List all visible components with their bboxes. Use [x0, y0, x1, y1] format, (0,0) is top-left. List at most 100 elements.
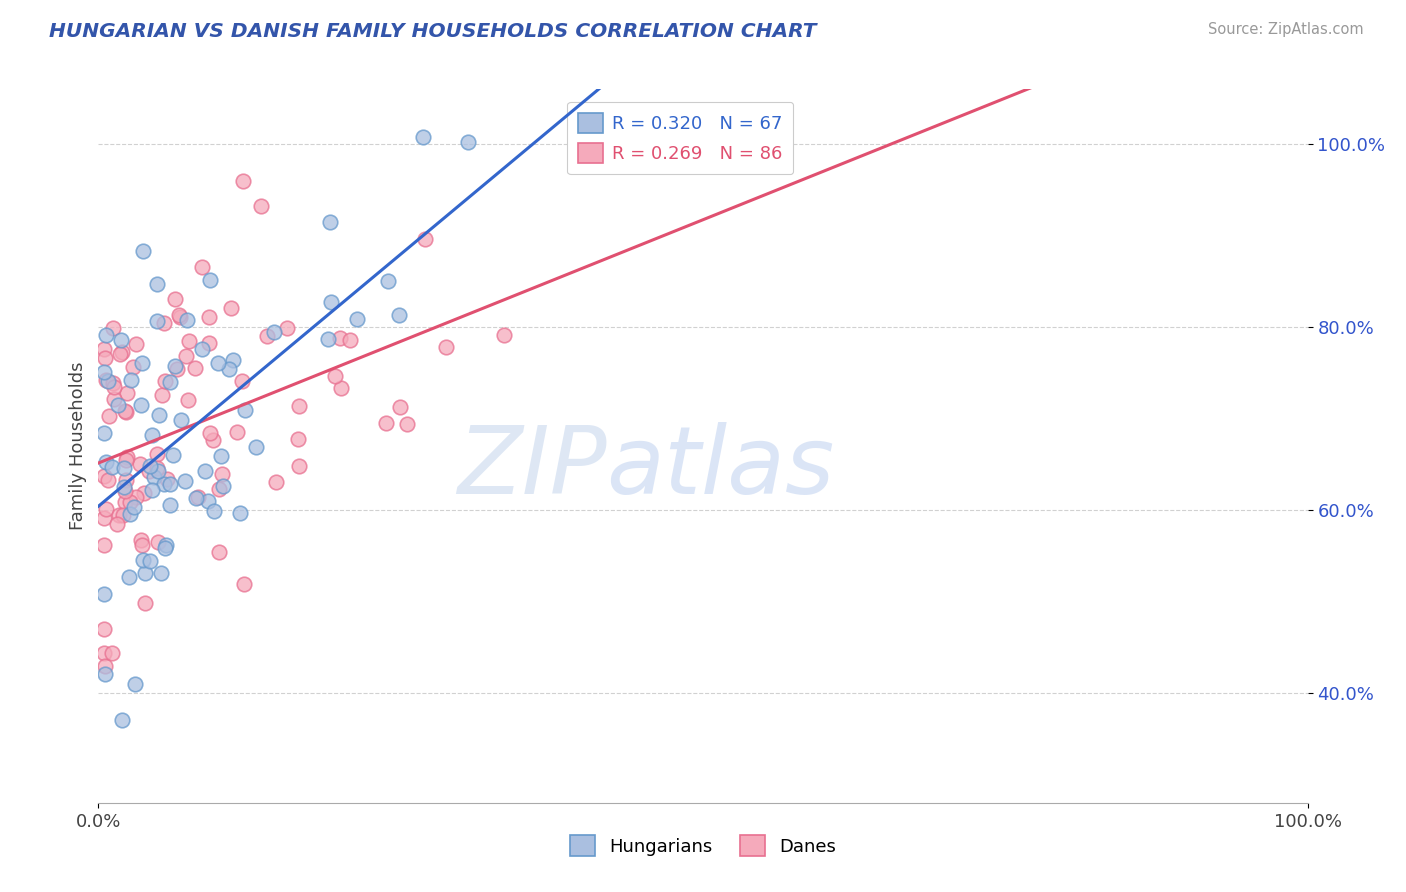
- Text: HUNGARIAN VS DANISH FAMILY HOUSEHOLDS CORRELATION CHART: HUNGARIAN VS DANISH FAMILY HOUSEHOLDS CO…: [49, 22, 817, 41]
- Point: [150, 388, 173, 402]
- Point: [134, 566, 156, 581]
- Point: [101, 459, 124, 474]
- Point: [249, 199, 271, 213]
- Point: [111, 713, 134, 727]
- Point: [107, 398, 129, 412]
- Point: [174, 349, 197, 363]
- Point: [97, 474, 120, 488]
- Text: Source: ZipAtlas.com: Source: ZipAtlas.com: [1208, 22, 1364, 37]
- Point: [165, 293, 187, 307]
- Point: [115, 450, 138, 464]
- Point: [155, 374, 177, 388]
- Point: [98, 409, 121, 424]
- Point: [120, 373, 142, 387]
- Point: [94, 455, 117, 469]
- Point: [112, 460, 135, 475]
- Point: [132, 485, 155, 500]
- Point: [122, 500, 145, 514]
- Point: [93, 622, 115, 636]
- Point: [245, 440, 267, 454]
- Point: [207, 357, 229, 371]
- Point: [174, 474, 197, 488]
- Point: [93, 511, 115, 525]
- Point: [329, 331, 352, 345]
- Point: [202, 433, 225, 447]
- Point: [93, 538, 115, 552]
- Point: [197, 335, 219, 350]
- Point: [141, 428, 163, 442]
- Point: [494, 328, 516, 343]
- Point: [316, 332, 339, 346]
- Point: [177, 393, 200, 408]
- Point: [131, 538, 153, 552]
- Point: [97, 374, 120, 388]
- Point: [375, 416, 398, 430]
- Point: [211, 478, 233, 492]
- Point: [146, 534, 169, 549]
- Point: [194, 464, 217, 478]
- Point: [114, 404, 136, 418]
- Point: [187, 490, 209, 504]
- Point: [94, 501, 117, 516]
- Point: [131, 533, 153, 548]
- Point: [225, 425, 247, 439]
- Point: [94, 373, 117, 387]
- Point: [219, 301, 242, 316]
- Point: [339, 333, 361, 347]
- Point: [114, 495, 136, 509]
- Point: [412, 130, 434, 145]
- Point: [94, 328, 117, 343]
- Point: [93, 342, 115, 356]
- Point: [166, 361, 188, 376]
- Point: [93, 468, 115, 483]
- Point: [112, 508, 135, 523]
- Point: [218, 361, 240, 376]
- Point: [162, 448, 184, 462]
- Point: [388, 308, 411, 322]
- Point: [134, 597, 156, 611]
- Point: [121, 360, 143, 375]
- Point: [108, 347, 131, 361]
- Point: [256, 328, 278, 343]
- Point: [396, 417, 419, 431]
- Point: [93, 646, 115, 660]
- Point: [145, 277, 167, 291]
- Point: [167, 309, 190, 323]
- Text: atlas: atlas: [606, 422, 835, 513]
- Point: [114, 405, 136, 419]
- Point: [141, 483, 163, 497]
- Point: [103, 392, 125, 406]
- Point: [115, 453, 138, 467]
- Point: [159, 498, 181, 512]
- Point: [287, 399, 309, 413]
- Point: [413, 232, 436, 246]
- Point: [115, 385, 138, 400]
- Point: [150, 566, 173, 580]
- Point: [124, 677, 146, 691]
- Point: [132, 552, 155, 566]
- Point: [93, 425, 115, 440]
- Point: [101, 376, 124, 391]
- Point: [145, 314, 167, 328]
- Point: [131, 356, 153, 370]
- Point: [221, 353, 243, 368]
- Point: [191, 260, 214, 274]
- Point: [94, 351, 117, 366]
- Point: [139, 553, 162, 567]
- Point: [138, 464, 160, 478]
- Point: [200, 426, 222, 441]
- Point: [125, 491, 148, 505]
- Point: [110, 334, 132, 348]
- Point: [184, 491, 207, 505]
- Point: [108, 508, 131, 522]
- Point: [169, 310, 191, 324]
- Point: [132, 244, 155, 258]
- Y-axis label: Family Households: Family Households: [69, 362, 87, 530]
- Point: [103, 380, 125, 394]
- Point: [129, 399, 152, 413]
- Point: [179, 334, 201, 348]
- Point: [148, 409, 170, 423]
- Point: [263, 325, 285, 339]
- Point: [93, 587, 115, 601]
- Point: [165, 359, 187, 373]
